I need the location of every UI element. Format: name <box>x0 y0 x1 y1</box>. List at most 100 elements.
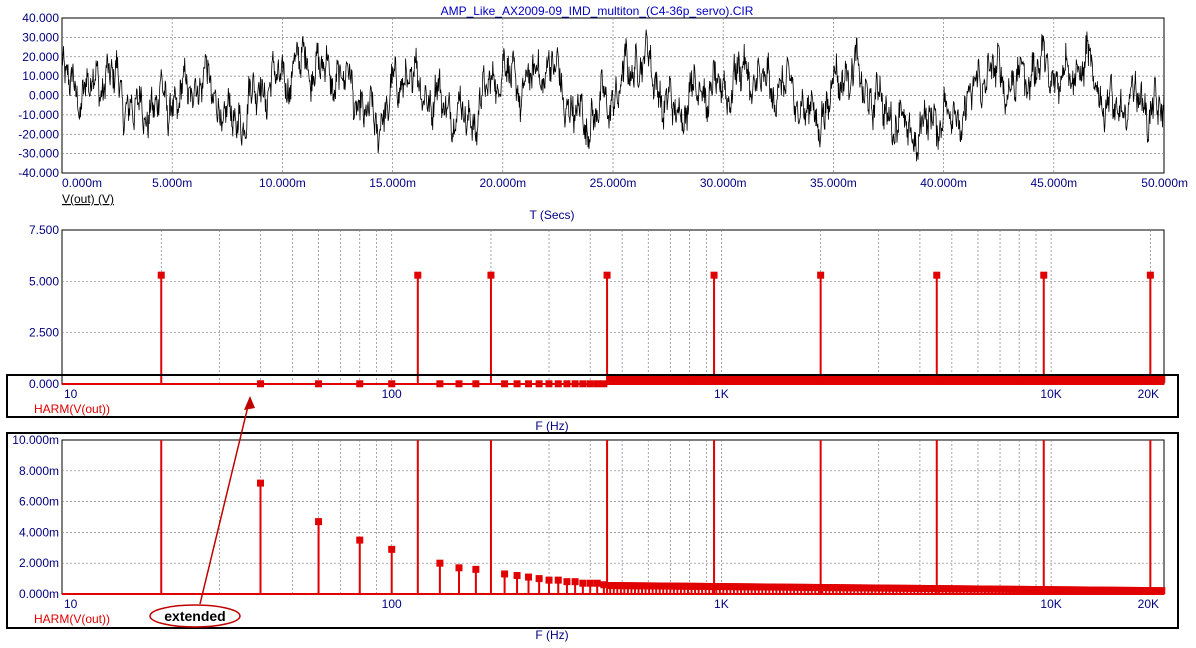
spectrum-floor-bar-marker <box>684 375 692 383</box>
spectrum-x-tick-label: 20K <box>1138 387 1159 401</box>
spectrum-floor-bar-marker <box>847 375 855 383</box>
spectrum-tone-bar-marker <box>1040 271 1048 279</box>
extended-floor-bar-marker <box>779 583 787 591</box>
spectrum-floor-bar-marker <box>762 375 770 383</box>
extended-floor-bar-marker <box>744 583 752 591</box>
extended-floor-bar-marker <box>857 584 865 592</box>
spectrum-floor-bar-marker <box>1030 375 1038 383</box>
extended-floor-bar-marker <box>762 583 770 591</box>
spectrum-floor-bar-marker <box>1055 375 1063 383</box>
spectrum-floor-bar-marker <box>1041 375 1049 383</box>
extended-floor-bar-marker <box>900 584 908 592</box>
extended-floor-bar-marker <box>606 582 614 590</box>
extended-floor-bar-marker <box>1023 585 1031 593</box>
extended-floor-bar-marker <box>1119 586 1127 594</box>
time-x-tick-label: 35.000m <box>810 176 857 190</box>
extended-floor-bar-marker <box>776 583 784 591</box>
time-trace <box>61 29 1165 162</box>
extended-floor-bar-marker <box>878 584 886 592</box>
spectrum-floor-bar-marker <box>744 375 752 383</box>
extended-x-ticks: 10 100 1K 10K 20K <box>64 597 1159 611</box>
spectrum-floor-bar-marker <box>914 375 922 383</box>
extended-y-tick-label: 4.000m <box>19 525 59 539</box>
spectrum-tone-bar-marker <box>157 271 165 279</box>
extended-floor-bar-marker <box>649 582 657 590</box>
spectrum-floor-bar-marker <box>1016 375 1024 383</box>
spectrum-floor-bar-marker <box>627 375 635 383</box>
spectrum-floor-bar-marker <box>659 375 667 383</box>
time-x-tick-label: 20.000m <box>479 176 526 190</box>
spectrum-floor-bar-marker <box>864 375 872 383</box>
spectrum-floor-bar-marker <box>1002 375 1010 383</box>
extended-floor-bar-marker <box>769 583 777 591</box>
extended-floor-bar-marker <box>1080 586 1088 594</box>
annotation-arrow-line <box>199 397 251 605</box>
spectrum-floor-bar-marker <box>804 375 812 383</box>
extended-floor-bar-marker <box>719 583 727 591</box>
spectrum-floor-bar-marker <box>963 375 971 383</box>
time-y-tick-label: -30.000 <box>18 147 59 161</box>
extended-floor-bar-marker <box>1151 587 1159 595</box>
extended-floor-bar-marker <box>903 584 911 592</box>
extended-floor-bar-marker <box>1062 586 1070 594</box>
spectrum-floor-bar-marker <box>1094 375 1102 383</box>
spectrum-floor-bar-marker <box>620 375 628 383</box>
spectrum-floor-bar-marker <box>1158 375 1166 383</box>
spectrum-floor-bar-marker <box>836 375 844 383</box>
extended-floor-bar-marker <box>712 583 720 591</box>
spectrum-floor-bar-marker <box>645 375 653 383</box>
extended-floor-bar-marker <box>1055 586 1063 594</box>
extended-floor-bar-marker <box>935 585 943 593</box>
spectrum-floor-bar-marker <box>1048 375 1056 383</box>
extended-spectrum-plot: 10.000m 8.000m 6.000m 4.000m 2.000m 0.000m 10… <box>6 432 1179 642</box>
spectrum-floor-bar-marker <box>907 375 915 383</box>
time-x-tick-label: 15.000m <box>369 176 416 190</box>
extended-floor-bar-marker <box>1009 585 1017 593</box>
extended-y-tick-label: 8.000m <box>19 464 59 478</box>
spectrum-floor-bar-marker <box>1115 375 1123 383</box>
spectrum-floor-bar-marker <box>1069 375 1077 383</box>
extended-y-tick-label: 6.000m <box>19 495 59 509</box>
time-y-tick-label: -10.000 <box>18 108 59 122</box>
extended-floor-bar-marker <box>758 583 766 591</box>
spectrum-tone-bar-marker <box>414 271 422 279</box>
spectrum-tone-bar-marker <box>933 271 941 279</box>
spectrum-x-ticks: 10 100 1K 10K 20K <box>64 387 1159 401</box>
spectrum-floor-bar-marker <box>928 375 936 383</box>
extended-floor-bar-marker <box>939 585 947 593</box>
spectrum-floor-bar-marker <box>610 375 618 383</box>
extended-floor-bar-marker <box>680 582 688 590</box>
extended-floor-bar-marker <box>1105 586 1113 594</box>
spectrum-floor-bar-marker <box>719 375 727 383</box>
extended-floor-bar-marker <box>1140 587 1148 595</box>
extended-floor-bar-marker <box>910 584 918 592</box>
extended-harmonic-bar-marker <box>535 575 543 583</box>
spectrum-floor-bar-marker <box>946 375 954 383</box>
extended-plot-frame <box>61 439 1165 595</box>
time-x-tick-label: 25.000m <box>590 176 637 190</box>
extended-floor-bar-marker <box>656 582 664 590</box>
time-plot: 40.000 30.000 20.000 10.000 0.000 -10.000 -20.… <box>18 11 1188 222</box>
spectrum-plot: 7.500 5.000 2.500 0.000 10 100 1K 10K 20K HARM(… <box>6 223 1179 433</box>
extended-floor-bar-marker <box>822 584 830 592</box>
extended-harmonic-bar-marker <box>554 576 562 584</box>
extended-harmonic-bar-marker <box>563 578 571 586</box>
spectrum-floor-bar-marker <box>1140 375 1148 383</box>
spectrum-floor-bar-marker <box>1023 375 1031 383</box>
extended-floor-bar-marker <box>871 584 879 592</box>
extended-floor-bar-marker <box>1108 586 1116 594</box>
extended-floor-bar-marker <box>829 584 837 592</box>
extended-floor-bar-marker <box>854 584 862 592</box>
spectrum-floor-bar-marker <box>829 375 837 383</box>
extended-floor-bar-marker <box>1048 586 1056 594</box>
extended-x-tick-label: 1K <box>714 597 729 611</box>
extended-floor-bar-marker <box>847 584 855 592</box>
extended-floor-bar-marker <box>875 584 883 592</box>
extended-floor-bar-marker <box>946 585 954 593</box>
extended-floor-bar-marker <box>751 583 759 591</box>
extended-floor-bar-marker <box>765 583 773 591</box>
spectrum-floor-bar-marker <box>1087 375 1095 383</box>
spectrum-y-tick-label: 2.500 <box>29 326 59 340</box>
spectrum-floor-bar-marker <box>1045 375 1053 383</box>
extended-floor-bar-marker <box>1059 586 1067 594</box>
